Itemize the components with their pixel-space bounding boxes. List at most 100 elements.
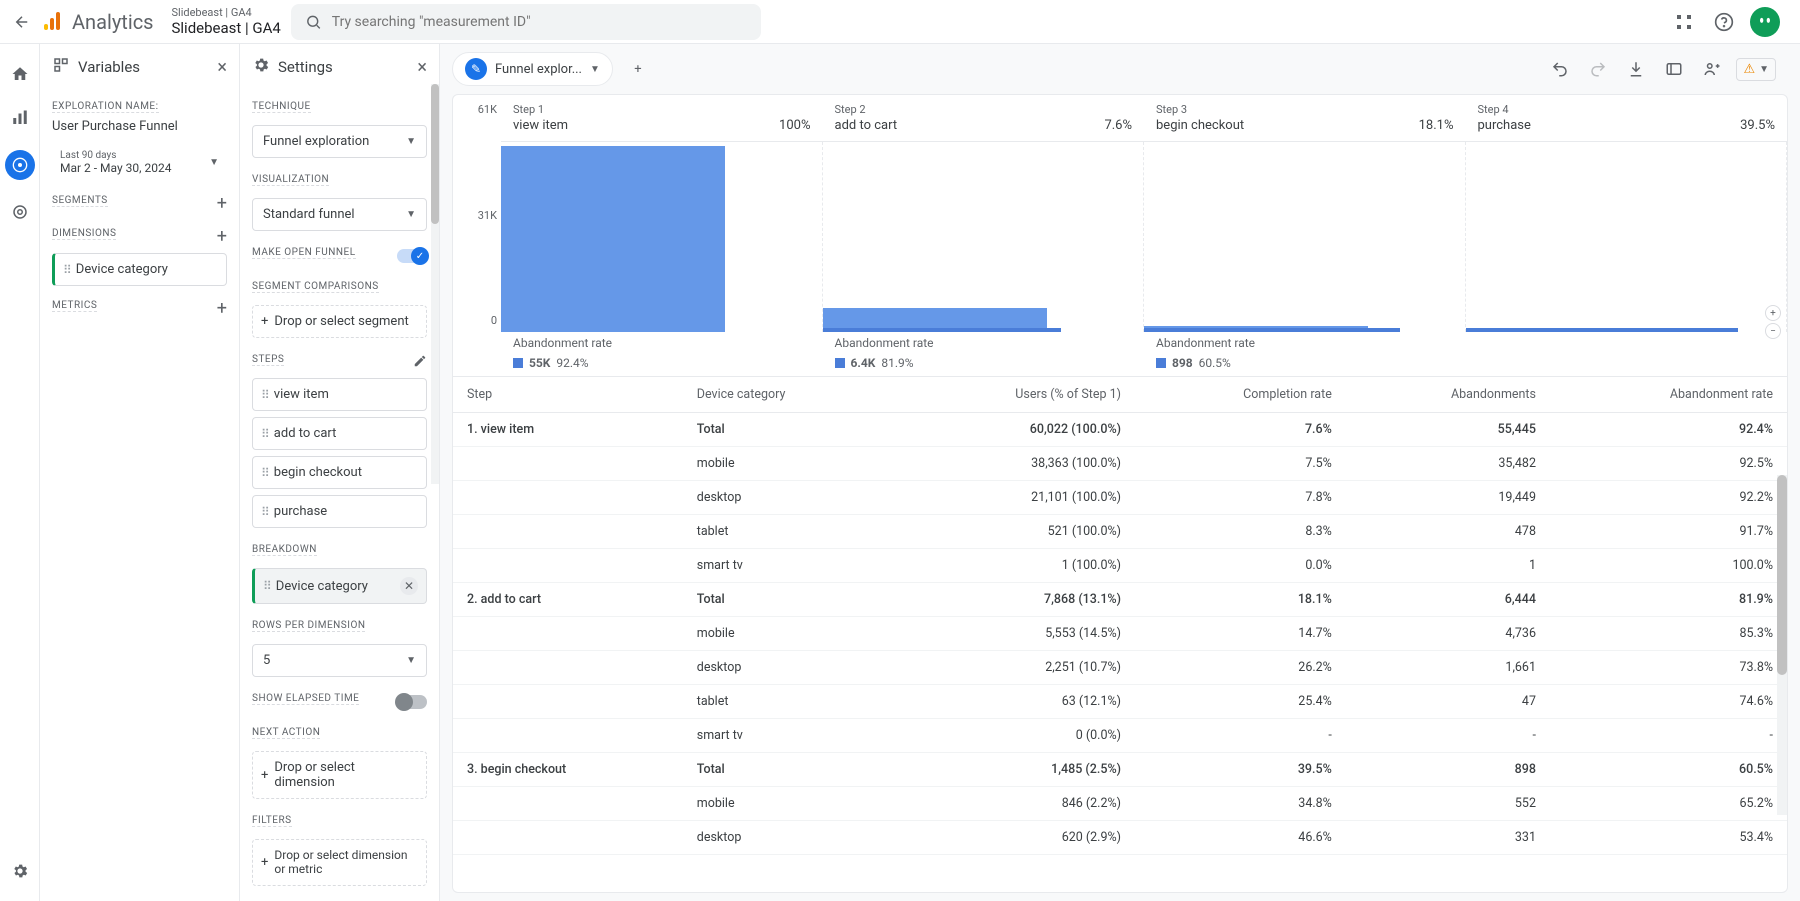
abandonment-info bbox=[1466, 332, 1788, 376]
close-icon[interactable]: × bbox=[217, 57, 227, 78]
table-row[interactable]: mobile38,363 (100.0%)7.5%35,48292.5% bbox=[453, 447, 1787, 481]
close-icon[interactable]: × bbox=[417, 57, 427, 78]
exploration-canvas: ✎ Funnel explor... ▼ + ⚠ ▼ 61K31K0Step 1… bbox=[440, 44, 1800, 901]
search-bar[interactable] bbox=[291, 4, 761, 40]
tab-bar: ✎ Funnel explor... ▼ + ⚠ ▼ bbox=[440, 44, 1800, 86]
funnel-bar bbox=[1144, 142, 1466, 332]
segment-comp-label: SEGMENT COMPARISONS bbox=[252, 281, 379, 293]
exploration-name-input[interactable]: User Purchase Funnel bbox=[52, 119, 227, 134]
share-icon[interactable] bbox=[1698, 55, 1726, 83]
undo-icon[interactable] bbox=[1546, 55, 1574, 83]
breakdown-label: BREAKDOWN bbox=[252, 544, 317, 556]
table-scrollbar[interactable] bbox=[1777, 475, 1787, 675]
next-action-drop-zone[interactable]: +Drop or select dimension bbox=[252, 751, 427, 799]
elapsed-toggle[interactable] bbox=[397, 695, 427, 709]
app-header: Analytics Slidebeast | GA4 Slidebeast | … bbox=[0, 0, 1800, 44]
filters-label: FILTERS bbox=[252, 815, 292, 827]
date-range-picker[interactable]: Last 90 days Mar 2 - May 30, 2024 ▼ bbox=[52, 144, 227, 181]
back-button[interactable] bbox=[8, 8, 36, 36]
tab-funnel[interactable]: ✎ Funnel explor... ▼ bbox=[452, 52, 613, 86]
table-row[interactable]: mobile5,553 (14.5%)14.7%4,73685.3% bbox=[453, 617, 1787, 651]
visualization-card: 61K31K0Step 1view item100%Step 2add to c… bbox=[452, 94, 1788, 893]
scrollbar[interactable] bbox=[431, 84, 439, 224]
funnel-bar bbox=[1466, 142, 1788, 332]
abandonment-info: Abandonment rate89860.5% bbox=[1144, 332, 1466, 376]
table-row[interactable]: tablet521 (100.0%)8.3%47891.7% bbox=[453, 515, 1787, 549]
column-header[interactable]: Abandonment rate bbox=[1550, 377, 1787, 413]
table-row[interactable]: desktop2,251 (10.7%)26.2%1,66173.8% bbox=[453, 651, 1787, 685]
column-header[interactable]: Device category bbox=[683, 377, 894, 413]
funnel-data-table: StepDevice categoryUsers (% of Step 1)Co… bbox=[453, 376, 1787, 855]
segments-label: SEGMENTS bbox=[52, 195, 108, 207]
analytics-brand: Analytics bbox=[72, 10, 154, 34]
column-header[interactable]: Users (% of Step 1) bbox=[893, 377, 1135, 413]
drag-handle-icon[interactable]: ⠿ bbox=[63, 263, 70, 277]
abandonment-info: Abandonment rate6.4K81.9% bbox=[823, 332, 1145, 376]
column-header[interactable]: Abandonments bbox=[1346, 377, 1550, 413]
zoom-out-button[interactable]: − bbox=[1765, 323, 1781, 339]
rows-per-dim-select[interactable]: 5▼ bbox=[252, 644, 427, 677]
step-chip[interactable]: ⠿add to cart bbox=[252, 417, 427, 450]
column-header[interactable]: Step bbox=[453, 377, 683, 413]
edit-steps-button[interactable] bbox=[413, 354, 427, 372]
chevron-down-icon: ▼ bbox=[209, 157, 219, 168]
advertising-icon[interactable] bbox=[8, 200, 32, 224]
explore-icon[interactable] bbox=[5, 150, 35, 180]
home-icon[interactable] bbox=[8, 62, 32, 86]
add-segment-button[interactable]: + bbox=[217, 193, 227, 214]
gear-icon bbox=[252, 56, 270, 78]
table-row[interactable]: tablet63 (12.1%)25.4%4774.6% bbox=[453, 685, 1787, 719]
warning-chip[interactable]: ⚠ ▼ bbox=[1736, 58, 1776, 81]
table-row[interactable]: smart tv0 (0.0%)--- bbox=[453, 719, 1787, 753]
drag-handle-icon[interactable]: ⠿ bbox=[261, 427, 268, 441]
table-row[interactable]: 2. add to cartTotal7,868 (13.1%)18.1%6,4… bbox=[453, 583, 1787, 617]
visualization-select[interactable]: Standard funnel▼ bbox=[252, 198, 427, 231]
step-chip[interactable]: ⠿begin checkout bbox=[252, 456, 427, 489]
table-row[interactable]: 3. begin checkoutTotal1,485 (2.5%)39.5%8… bbox=[453, 753, 1787, 787]
visualization-label: VISUALIZATION bbox=[252, 174, 329, 186]
reports-icon[interactable] bbox=[8, 106, 32, 130]
remove-chip-icon[interactable]: ✕ bbox=[400, 577, 418, 595]
table-row[interactable]: desktop21,101 (100.0%)7.8%19,44992.2% bbox=[453, 481, 1787, 515]
apps-icon[interactable] bbox=[1670, 8, 1698, 36]
table-row[interactable]: 1. view itemTotal60,022 (100.0%)7.6%55,4… bbox=[453, 413, 1787, 447]
column-header[interactable]: Completion rate bbox=[1135, 377, 1346, 413]
drag-handle-icon[interactable]: ⠿ bbox=[261, 505, 268, 519]
add-metric-button[interactable]: + bbox=[217, 298, 227, 319]
technique-label: TECHNIQUE bbox=[252, 101, 311, 113]
settings-title: Settings bbox=[278, 58, 417, 76]
search-input[interactable] bbox=[332, 14, 747, 30]
open-funnel-toggle[interactable] bbox=[397, 249, 427, 263]
redo-icon[interactable] bbox=[1584, 55, 1612, 83]
step-chip[interactable]: ⠿view item bbox=[252, 378, 427, 411]
abandonment-info: Abandonment rate55K92.4% bbox=[501, 332, 823, 376]
drag-handle-icon[interactable]: ⠿ bbox=[263, 579, 270, 593]
drag-handle-icon[interactable]: ⠿ bbox=[261, 466, 268, 480]
filters-drop-zone[interactable]: +Drop or select dimension or metric bbox=[252, 839, 427, 886]
dimension-chip[interactable]: ⠿ Device category bbox=[52, 253, 227, 286]
avatar[interactable] bbox=[1750, 7, 1780, 37]
segment-drop-zone[interactable]: +Drop or select segment bbox=[252, 305, 427, 338]
chevron-down-icon[interactable]: ▼ bbox=[590, 64, 600, 75]
admin-gear-icon[interactable] bbox=[8, 859, 32, 883]
add-tab-button[interactable]: + bbox=[621, 52, 655, 86]
left-nav-rail bbox=[0, 44, 40, 901]
zoom-in-button[interactable]: + bbox=[1765, 305, 1781, 321]
table-row[interactable]: desktop620 (2.9%)46.6%33153.4% bbox=[453, 821, 1787, 855]
property-selector[interactable]: Slidebeast | GA4 Slidebeast | GA4 bbox=[172, 6, 281, 37]
download-icon[interactable] bbox=[1622, 55, 1650, 83]
expand-icon[interactable] bbox=[1660, 55, 1688, 83]
technique-select[interactable]: Funnel exploration▼ bbox=[252, 125, 427, 158]
help-icon[interactable] bbox=[1710, 8, 1738, 36]
analytics-logo: Analytics bbox=[40, 10, 154, 34]
rows-per-dim-label: ROWS PER DIMENSION bbox=[252, 620, 365, 632]
breakdown-chip[interactable]: ⠿ Device category ✕ bbox=[252, 568, 427, 604]
variables-icon bbox=[52, 56, 70, 78]
step-chip[interactable]: ⠿purchase bbox=[252, 495, 427, 528]
add-dimension-button[interactable]: + bbox=[217, 226, 227, 247]
table-row[interactable]: mobile846 (2.2%)34.8%55265.2% bbox=[453, 787, 1787, 821]
table-row[interactable]: smart tv1 (100.0%)0.0%1100.0% bbox=[453, 549, 1787, 583]
funnel-step-header: Step 2add to cart7.6% bbox=[823, 95, 1145, 142]
exploration-name-label: EXPLORATION NAME: bbox=[52, 101, 159, 113]
drag-handle-icon[interactable]: ⠿ bbox=[261, 388, 268, 402]
